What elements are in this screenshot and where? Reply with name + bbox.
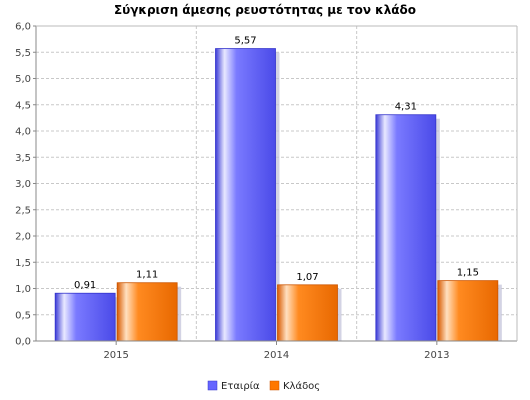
- y-tick-label: 2,5: [15, 205, 31, 216]
- y-tick-label: 1,5: [15, 258, 31, 269]
- y-tick-label: 3,0: [15, 179, 31, 190]
- bar-sector-2014[interactable]: [277, 284, 338, 342]
- legend-label-sector[interactable]: Κλάδος: [283, 380, 320, 392]
- y-tick-label: 0,5: [15, 310, 31, 321]
- legend-label-company[interactable]: Εταιρία: [221, 380, 260, 392]
- legend-swatch-sector: [269, 380, 280, 391]
- data-label: 1,07: [296, 272, 318, 283]
- y-tick-label: 5,5: [15, 48, 31, 59]
- legend: Εταιρία Κλάδος: [207, 380, 320, 392]
- data-label: 1,11: [136, 270, 158, 281]
- bar-company-2014[interactable]: [215, 48, 276, 342]
- bar-sector-2015[interactable]: [116, 282, 178, 342]
- x-tick-label: 2015: [103, 350, 128, 361]
- y-tick-label: 6,0: [15, 22, 31, 33]
- bar-sector-2013[interactable]: [437, 280, 499, 342]
- y-tick-label: 0,0: [15, 337, 31, 348]
- x-tick-label: 2013: [424, 350, 449, 361]
- bar-company-2013[interactable]: [375, 114, 437, 342]
- legend-swatch-company: [207, 380, 218, 391]
- data-label: 0,91: [74, 280, 96, 291]
- y-tick-label: 4,0: [15, 127, 31, 138]
- chart-title: Σύγκριση άμεσης ρευστότητας με τον κλάδο: [114, 3, 416, 17]
- y-tick-label: 3,5: [15, 153, 31, 164]
- data-label: 5,57: [234, 36, 256, 47]
- x-tick-label: 2014: [264, 350, 289, 361]
- y-tick-label: 2,0: [15, 232, 31, 243]
- bar-company-2015[interactable]: [54, 292, 116, 342]
- data-label: 4,31: [395, 102, 417, 113]
- y-tick-label: 4,5: [15, 100, 31, 111]
- y-tick-label: 1,0: [15, 284, 31, 295]
- plot-area: 0,0 0,5 1,0 1,5 2,0 2,5 3,0 3,5 4,0 4,5 5,0 5,5 6,0 0…: [15, 22, 518, 361]
- y-tick-label: 5,0: [15, 74, 31, 85]
- data-label: 1,15: [457, 268, 479, 279]
